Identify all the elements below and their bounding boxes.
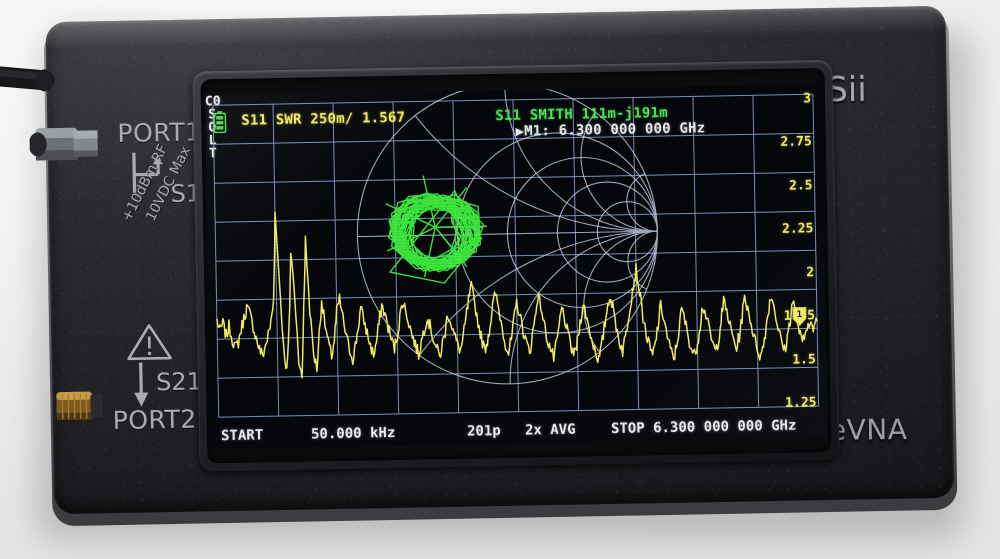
marker-1-badge[interactable]: 1 (792, 306, 807, 327)
port2-direction-icon (134, 362, 149, 407)
warning-triangle-icon (127, 324, 172, 361)
sma-connector-silver-icon (29, 127, 98, 161)
litevna-device: PORT1 S11 +10dBm RF 10VDC Max S21 PORT2 … (0, 5, 958, 527)
sma-connector-gold-icon (56, 391, 103, 421)
sweep-points[interactable]: 201p (466, 423, 501, 440)
chart-grid-and-traces (212, 84, 820, 418)
y-axis-label: 2.25 (781, 221, 814, 238)
y-axis-label: 1.25 (785, 395, 817, 411)
y-axis-label: 2.75 (780, 134, 812, 151)
y-axis-label: 3 (803, 91, 812, 107)
start-frequency[interactable]: 50.000 kHz (310, 424, 396, 443)
battery-icon (213, 111, 227, 134)
trace1-status[interactable]: S11 SWR 250m/ 1.567 (241, 109, 406, 129)
lcd-screen[interactable]: S11 SWR 250m/ 1.567 S11 SMITH 111m-j191m… (204, 84, 828, 450)
lcd-content: S11 SWR 250m/ 1.567 S11 SMITH 111m-j191m… (204, 84, 828, 450)
averaging-setting[interactable]: 2x AVG (524, 421, 576, 439)
port1-direction-icon (132, 152, 164, 193)
y-axis-label: 2 (806, 264, 815, 281)
svg-text:1: 1 (797, 310, 803, 320)
start-label: START (220, 427, 264, 445)
y-axis-label: 1.5 (792, 351, 816, 368)
y-axis-label: 2.5 (788, 178, 813, 194)
port2-label: PORT2 (112, 404, 197, 436)
coax-cable-icon (0, 65, 55, 92)
stop-frequency[interactable]: STOP 6.300 000 000 GHz (610, 417, 797, 438)
s21-label: S21 (155, 367, 203, 397)
